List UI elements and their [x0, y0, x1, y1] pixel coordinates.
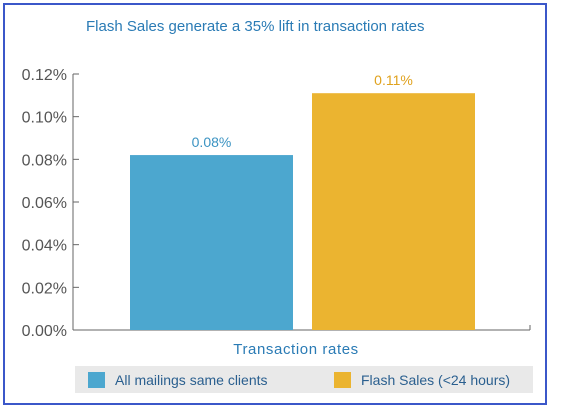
chart-title: Flash Sales generate a 35% lift in trans…	[86, 18, 425, 35]
legend-label: All mailings same clients	[115, 372, 268, 388]
legend-background	[75, 366, 533, 393]
x-axis-label: Transaction rates	[233, 341, 359, 358]
y-tick-label: 0.06%	[22, 195, 67, 212]
y-axis: 0.00% 0.02% 0.04% 0.06% 0.08% 0.10% 0.12%	[22, 67, 79, 340]
y-tick-label: 0.08%	[22, 152, 67, 169]
legend-swatch	[334, 372, 351, 388]
legend-swatch	[88, 372, 105, 388]
data-label: 0.11%	[374, 72, 413, 88]
y-tick-label: 0.12%	[22, 67, 67, 84]
legend: All mailings same clients Flash Sales (<2…	[75, 366, 533, 393]
legend-items: All mailings same clients Flash Sales (<2…	[88, 372, 510, 388]
legend-label: Flash Sales (<24 hours)	[361, 372, 510, 388]
data-labels: 0.08% 0.11%	[192, 72, 413, 150]
bars	[130, 93, 475, 330]
y-tick-label: 0.00%	[22, 323, 67, 340]
y-tick-label: 0.04%	[22, 238, 67, 255]
bar-all-mailings	[130, 155, 293, 330]
y-tick-label: 0.10%	[22, 110, 67, 127]
data-label: 0.08%	[192, 134, 232, 150]
bar-flash-sales	[312, 93, 475, 330]
y-tick-label: 0.02%	[22, 280, 67, 297]
